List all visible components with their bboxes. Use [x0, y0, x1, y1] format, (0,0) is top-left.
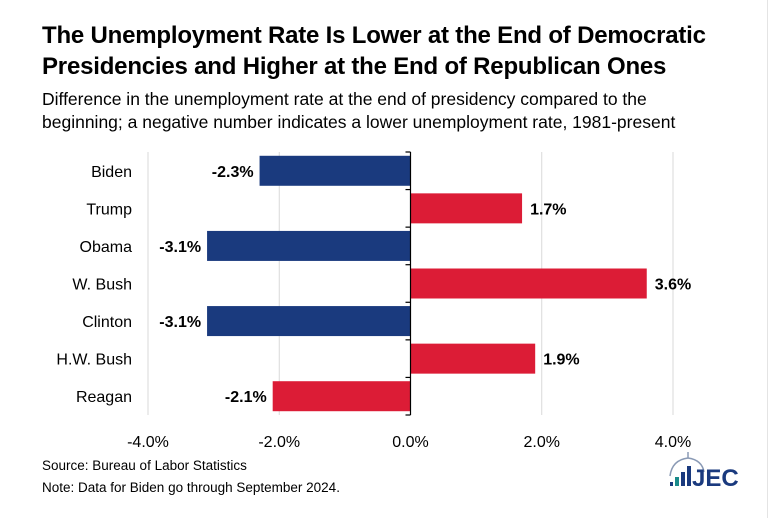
chart-title: The Unemployment Rate Is Lower at the En…: [42, 20, 706, 82]
bar-obama: [207, 230, 411, 261]
data-label: -3.1%: [159, 239, 201, 256]
bar-clinton: [207, 306, 411, 337]
svg-text:JEC: JEC: [692, 465, 739, 492]
x-tick-label: -4.0%: [127, 434, 169, 451]
data-label: -2.1%: [225, 389, 267, 406]
x-tick-label: -2.0%: [258, 434, 300, 451]
x-tick-label: 4.0%: [655, 434, 691, 451]
title-line-2: Presidencies and Higher at the End of Re…: [42, 53, 667, 80]
bar-reagan: [272, 381, 411, 412]
jec-logo: JEC: [662, 452, 762, 502]
capitol-dome-icon: JEC: [669, 452, 739, 492]
subtitle-line-1: Difference in the unemployment rate at t…: [42, 89, 647, 109]
category-label: Clinton: [82, 314, 132, 331]
x-tick-label: 2.0%: [524, 434, 560, 451]
bar-w-bush: [410, 268, 647, 299]
data-label: 1.7%: [530, 201, 566, 218]
data-label: -2.3%: [212, 164, 254, 181]
data-note: Note: Data for Biden go through Septembe…: [42, 480, 340, 495]
category-label: Trump: [86, 201, 132, 218]
x-tick-label: 0.0%: [392, 434, 428, 451]
title-line-1: The Unemployment Rate Is Lower at the En…: [42, 22, 706, 49]
category-label: Biden: [91, 164, 132, 181]
category-label: Obama: [80, 239, 133, 256]
data-label: -3.1%: [159, 314, 201, 331]
chart-subtitle: Difference in the unemployment rate at t…: [42, 88, 675, 134]
right-border: [767, 0, 768, 518]
data-label: 3.6%: [655, 277, 691, 294]
data-label: 1.9%: [543, 352, 579, 369]
bar-biden: [259, 155, 411, 186]
category-label: H.W. Bush: [56, 352, 132, 369]
source-note: Source: Bureau of Labor Statistics: [42, 458, 247, 473]
category-label: Reagan: [76, 389, 132, 406]
category-label: W. Bush: [72, 277, 132, 294]
bar-h-w-bush: [410, 343, 536, 374]
subtitle-line-2: beginning; a negative number indicates a…: [42, 112, 676, 132]
bar-trump: [410, 193, 523, 224]
